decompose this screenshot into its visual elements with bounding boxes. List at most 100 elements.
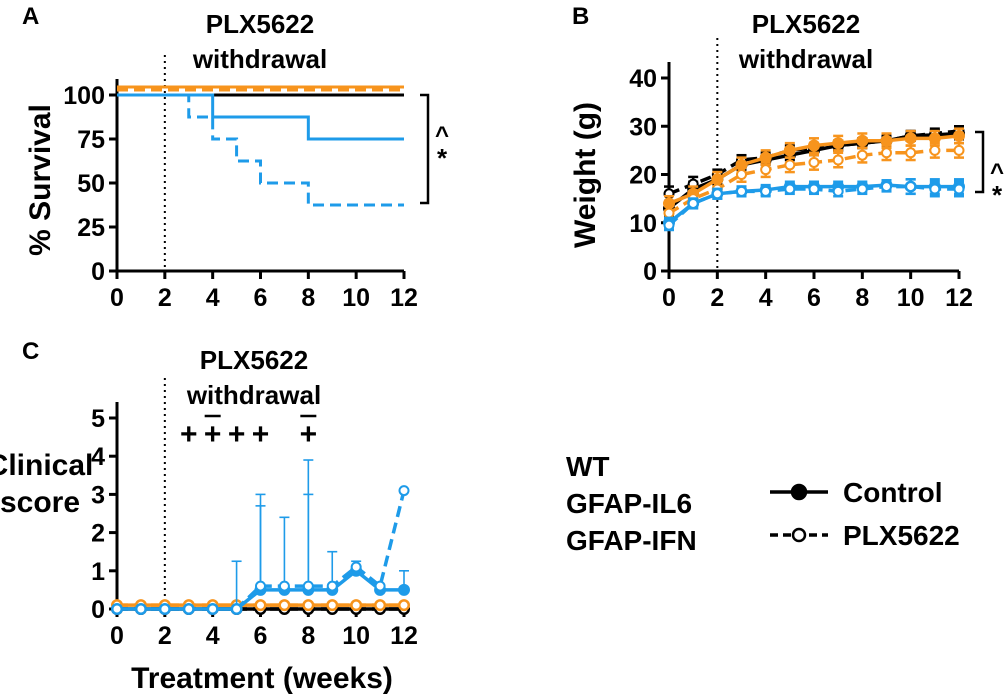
data-point [326, 580, 338, 592]
data-point [398, 485, 410, 497]
data-point [759, 151, 772, 164]
legend-marker [790, 483, 808, 501]
legend-genotype-il6: GFAP-IL6 [566, 488, 692, 519]
data-point [881, 181, 892, 193]
data-point [856, 183, 868, 195]
x-tick-label: 12 [390, 622, 418, 650]
y-tick-label: 1 [91, 558, 105, 586]
y-tick-label: 40 [629, 65, 657, 93]
x-tick-label: 8 [301, 622, 315, 650]
data-point [183, 603, 195, 615]
y-tick-label: 5 [91, 405, 105, 433]
data-point [736, 185, 747, 197]
x-tick-label: 6 [254, 284, 268, 312]
data-point [784, 159, 796, 171]
data-point [905, 181, 917, 193]
data-point [856, 134, 869, 147]
data-point [832, 154, 844, 166]
data-point [881, 147, 892, 159]
x-tick-label: 12 [945, 284, 973, 312]
data-point [953, 183, 965, 195]
panel-a: A PLX5622 withdrawal 0 25 50 75 100 0 2 4 6 8 10 12 % S… [22, 3, 449, 312]
legend-genotype-wt: WT [566, 451, 610, 482]
data-point [832, 137, 845, 150]
x-tick-label: 4 [206, 622, 220, 650]
data-point [231, 603, 243, 615]
x-tick-label: 0 [110, 622, 124, 650]
y-tick-label: 4 [91, 443, 105, 471]
x-tick-label: 0 [662, 284, 676, 312]
significance-mark: * [992, 180, 1003, 210]
y-tick-label: 30 [629, 113, 657, 141]
x-tick-label: 8 [301, 284, 315, 312]
data-point [808, 156, 820, 168]
x-tick-label: 6 [807, 284, 821, 312]
y-tick-label: 3 [91, 481, 105, 509]
x-tick-label: 4 [759, 284, 773, 312]
data-point [783, 144, 796, 157]
data-point [736, 169, 747, 180]
data-point [278, 580, 290, 592]
x-tick-label: 0 [110, 284, 124, 312]
panel-label: A [22, 3, 39, 30]
significance-mark: ^ [435, 122, 449, 149]
data-point [784, 183, 796, 195]
y-tick-label: 100 [63, 82, 105, 110]
y-tick-label: 2 [91, 520, 105, 548]
chart-title: PLX5622 [200, 345, 308, 375]
legend-treatment-label: Control [843, 477, 943, 508]
annotation-plus: + [204, 418, 222, 451]
significance-bracket [420, 93, 430, 205]
panel-c: CPLX5622withdrawal012345024681012Clinica… [0, 338, 418, 695]
legend-genotype-ifn: GFAP-IFN [566, 525, 697, 556]
y-axis-label: % Survival [24, 104, 57, 256]
data-point [398, 583, 410, 596]
y-tick-label: 25 [77, 214, 105, 242]
data-point [953, 129, 965, 142]
panel-b: B PLX5622 withdrawal 0 10 20 30 40 0 2 4 6 8 10 12 Weig… [569, 3, 1004, 312]
y-tick-label: 0 [643, 258, 657, 286]
data-point [928, 132, 941, 145]
data-point [760, 185, 772, 197]
x-tick-label: 10 [342, 284, 370, 312]
survival-line [117, 93, 404, 207]
y-tick-label: 75 [77, 126, 105, 154]
chart-subtitle: withdrawal [738, 44, 873, 74]
data-point [904, 132, 917, 145]
significance-mark: * [437, 143, 448, 173]
data-point [663, 207, 675, 219]
x-tick-label: 8 [855, 284, 869, 312]
significance-bracket [975, 130, 985, 194]
x-tick-label: 2 [158, 284, 172, 312]
panel-label: B [572, 3, 589, 30]
panel-label: C [22, 338, 39, 365]
chart-subtitle: withdrawal [186, 380, 321, 410]
annotation-plus: + [180, 418, 198, 451]
data-point [929, 144, 941, 156]
x-tick-label: 2 [710, 284, 724, 312]
data-point [255, 580, 266, 592]
y-tick-label: 0 [91, 258, 105, 286]
data-point [808, 139, 820, 152]
annotation-plus: + [228, 418, 246, 451]
x-tick-label: 6 [254, 622, 268, 650]
data-point [374, 580, 386, 592]
data-point [374, 599, 386, 611]
y-axis-label: Clinical [0, 449, 93, 482]
x-tick-label: 10 [342, 622, 370, 650]
y-tick-label: 20 [629, 162, 657, 190]
y-axis-label: score [0, 486, 80, 519]
y-tick-label: 10 [629, 210, 657, 238]
data-point [905, 147, 917, 159]
data-point [953, 144, 965, 156]
y-axis-label: Weight (g) [569, 102, 602, 248]
data-point [302, 599, 314, 611]
data-point [326, 599, 338, 611]
data-point [350, 599, 362, 611]
data-point [760, 164, 772, 176]
data-point [856, 149, 868, 161]
data-point [207, 603, 219, 615]
chart-subtitle: withdrawal [192, 44, 327, 74]
legend: WT GFAP-IL6 GFAP-IFN Control PLX5622 [566, 451, 960, 556]
x-tick-label: 10 [897, 284, 925, 312]
